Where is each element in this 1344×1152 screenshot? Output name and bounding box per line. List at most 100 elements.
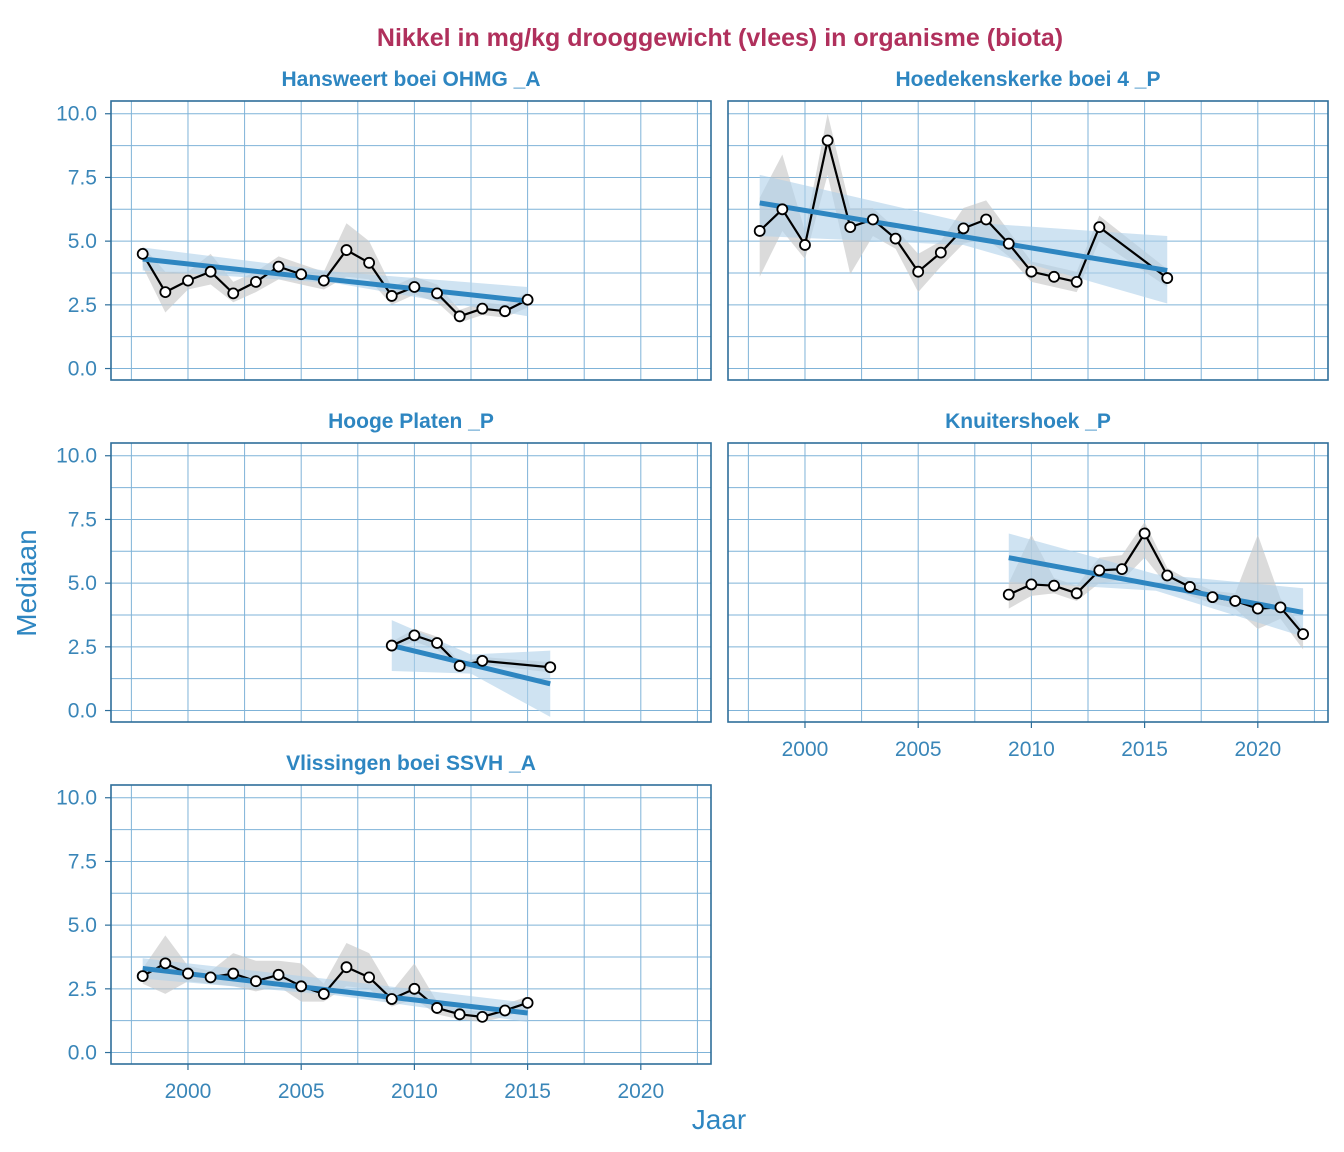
median-point [250,276,262,288]
median-point [136,970,149,982]
median-point [980,213,993,226]
median-point [1183,581,1196,593]
y-tick-label: 2.5 [68,636,97,659]
y-tick-label: 2.5 [68,294,97,317]
median-point [453,310,466,323]
median-point [408,629,421,642]
median-point [1048,579,1060,592]
median-point [1116,563,1128,576]
x-tick-label: 2015 [504,1080,551,1103]
x-tick-label: 2005 [278,1080,325,1103]
y-tick-label: 5.0 [68,572,97,595]
median-point [499,1004,511,1017]
median-point [1025,578,1038,591]
median-point [1070,587,1083,600]
x-tick-label: 2005 [895,738,942,761]
median-point [1048,270,1060,283]
median-point [476,302,489,315]
median-point [317,988,330,1000]
median-point [957,222,970,235]
median-point [1229,595,1242,607]
facet-panel: Knuitershoek _P 2000 2005 2010 2015 2020 [727,410,1329,761]
median-point [753,225,766,237]
median-point [934,246,947,259]
median-point [385,290,398,302]
median-point [385,993,398,1005]
x-tick-label: 2015 [1121,738,1168,761]
median-point [340,244,353,256]
y-tick-label: 5.0 [68,914,97,937]
facet-panel: Hansweert boei OHMG _A 0.0 2.5 5.0 7.5 10.0 [56,68,712,381]
median-point [544,661,557,674]
facet-panel: Hoedekenskerke boei 4 _P [727,68,1329,381]
median-point [182,967,194,980]
trend-line [759,200,1168,273]
median-point [453,660,466,672]
median-point [521,293,534,306]
trend-line [1008,555,1304,615]
median-point [453,1008,466,1021]
y-tick-label: 0.0 [68,700,97,723]
y-tick-label: 7.5 [68,850,97,873]
median-point [1093,564,1106,577]
median-point [799,239,811,251]
median-point [363,256,376,269]
y-tick-label: 7.5 [68,166,97,189]
median-point [1161,569,1174,582]
panel-plot-area [111,101,711,380]
median-point [867,213,879,226]
y-tick-label: 5.0 [68,230,97,253]
median-point [385,639,398,652]
median-point [1138,527,1151,540]
y-tick-label: 7.5 [68,508,97,531]
median-point [204,265,217,278]
median-point [821,134,834,147]
y-tick-label: 0.0 [68,1042,97,1065]
median-point [912,265,925,278]
y-axis-label: Mediaan [11,529,42,636]
median-point [1002,588,1015,601]
ci-ribbon [759,113,1168,293]
median-point [227,287,240,300]
panel-plot-area [728,101,1328,380]
y-tick-label: 10.0 [56,103,97,126]
median-point [1206,591,1219,604]
median-point [295,980,308,993]
x-tick-label: 2000 [782,738,829,761]
median-point [272,968,285,981]
facet-panels: Hansweert boei OHMG _A 0.0 2.5 5.0 7.5 10.0 Ho… [56,68,1329,1103]
y-tick-label: 0.0 [68,358,97,381]
panel-plot-area [111,443,711,722]
median-point [250,975,262,988]
facet-panel: Vlissingen boei SSVH _A 0.0 2.5 5.0 7.5 10.0 2… [56,752,712,1103]
median-point [363,971,376,984]
median-point [844,221,857,234]
median-point [1002,237,1015,250]
trend-line [142,256,528,304]
panel-border [110,100,712,381]
x-tick-label: 2020 [1234,738,1281,761]
x-tick-label: 2000 [165,1080,212,1103]
median-point [295,268,308,281]
facet-strip-label: Hansweert boei OHMG _A [281,68,540,91]
y-tick-label: 2.5 [68,978,97,1001]
median-point [521,996,534,1009]
median-point [499,305,511,318]
median-point [476,1010,489,1023]
median-point [159,286,172,298]
trend-confidence-band [759,174,1168,304]
median-point [889,232,902,245]
panel-plot-area [111,785,711,1064]
median-point [431,287,443,300]
median-point [1025,265,1038,278]
median-point [431,1002,443,1014]
median-point [317,274,330,287]
facet-strip-label: Knuitershoek _P [945,410,1111,433]
chart-title: Nikkel in mg/kg drooggewicht (vlees) in … [377,24,1063,52]
panel-plot-area [728,443,1328,722]
trend-line [391,643,551,687]
x-axis-label: Jaar [692,1104,746,1135]
median-point [408,982,421,995]
median-point [136,247,149,260]
